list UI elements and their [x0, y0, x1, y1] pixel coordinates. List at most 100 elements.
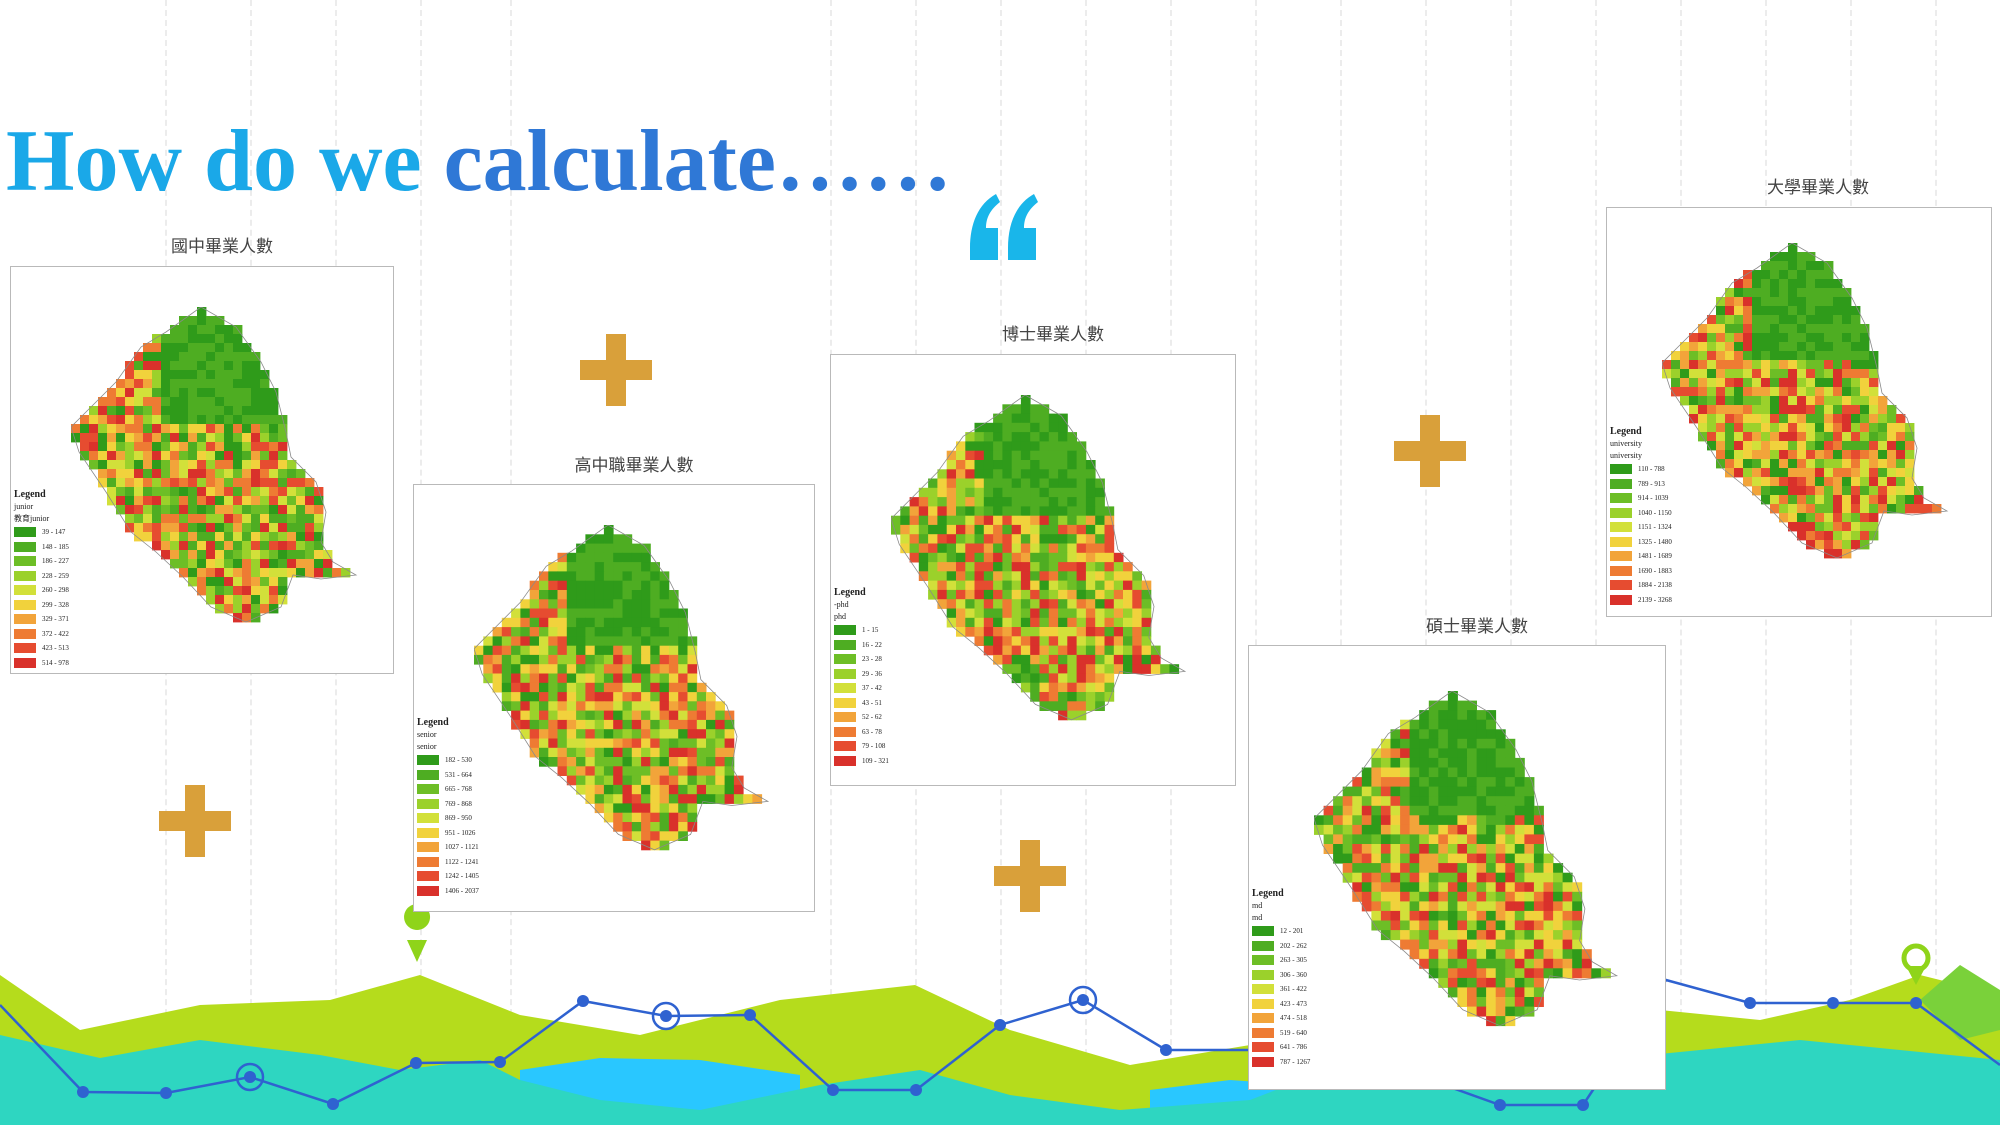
map-district [314, 514, 324, 524]
map-district [215, 415, 225, 425]
map-district [1030, 599, 1040, 609]
map-district [641, 692, 651, 702]
map-district [1533, 930, 1544, 941]
map-district [1400, 901, 1411, 912]
legend-swatch [1610, 594, 1632, 605]
map-district [224, 559, 234, 569]
map-district [1467, 767, 1477, 778]
map-district [1095, 515, 1105, 526]
map-title: 大學畢業人數 [1767, 178, 1869, 198]
map-district [1067, 617, 1077, 628]
legend-class-label: 39 - 147 [42, 528, 66, 537]
map-district [1030, 422, 1040, 433]
map-district [993, 460, 1003, 470]
map-district [1058, 506, 1068, 517]
map-district [107, 451, 117, 461]
map-district [1428, 824, 1439, 835]
map-district [1815, 396, 1825, 406]
legend-row: 186 - 227 [14, 554, 69, 569]
map-district [1132, 654, 1142, 665]
map-district [1788, 495, 1798, 505]
map-district [501, 636, 512, 647]
map-district [1333, 815, 1344, 826]
map-district [1752, 477, 1762, 487]
map-district [1400, 930, 1411, 941]
map-district [260, 478, 270, 488]
map-district [1553, 939, 1564, 950]
map-district [1572, 930, 1583, 941]
map-district [1761, 378, 1771, 388]
map-district [529, 627, 540, 637]
map-district [1734, 342, 1744, 352]
map-district [1011, 404, 1022, 414]
map-district [557, 692, 568, 702]
map-district [116, 496, 126, 506]
map-district [269, 559, 279, 569]
map-district [242, 496, 252, 506]
map-district [224, 325, 234, 335]
map-district [974, 552, 985, 563]
map-district [603, 729, 614, 739]
map-district [305, 496, 315, 506]
map-district [641, 571, 651, 582]
map-district [1428, 815, 1439, 826]
map-district [179, 469, 189, 479]
map-district [1400, 748, 1411, 759]
map-district [161, 496, 171, 506]
map-district [1743, 279, 1753, 289]
map-district [1095, 608, 1105, 619]
map-district [548, 664, 558, 674]
map-district [631, 682, 642, 693]
map-district [1011, 673, 1022, 684]
map-district [1486, 872, 1497, 883]
map-district [1779, 414, 1789, 424]
map-district [1770, 315, 1780, 325]
legend-row: 1040 - 1150 [1610, 506, 1672, 521]
map-district [1400, 796, 1411, 807]
map-district [900, 506, 910, 517]
map-district [687, 803, 698, 814]
map-district [1486, 930, 1497, 941]
map-district [1030, 469, 1040, 479]
map-district [1788, 342, 1798, 352]
map-district [116, 397, 126, 407]
map-district [1671, 387, 1681, 397]
map-district [1860, 378, 1870, 388]
map-district [993, 497, 1003, 507]
map-district [566, 747, 577, 758]
map-district [1058, 552, 1068, 563]
map-district [492, 645, 503, 656]
map-district [260, 523, 270, 533]
legend-swatch [14, 527, 36, 538]
map-district [143, 361, 153, 371]
map-district [1815, 378, 1825, 388]
map-district [1085, 673, 1096, 684]
map-district [1380, 805, 1391, 816]
map-district [1113, 654, 1124, 665]
legend-row: 514 - 978 [14, 656, 69, 671]
map-district [1716, 414, 1726, 424]
map-district [733, 794, 744, 804]
map-district [993, 571, 1003, 581]
map-district [1067, 524, 1077, 535]
legend-swatch [1252, 1013, 1274, 1024]
map-district [1371, 910, 1382, 921]
map-district [224, 370, 234, 380]
map-district [974, 562, 985, 572]
map-district [197, 352, 207, 362]
map-district [928, 543, 938, 554]
legend-row: 110 - 788 [1610, 462, 1672, 477]
map-district [1572, 901, 1583, 912]
map-district [1770, 423, 1780, 433]
map-district [1842, 432, 1852, 442]
map-district [152, 532, 162, 542]
map-district [529, 608, 540, 619]
map-district [641, 757, 651, 767]
map-district [1085, 701, 1096, 711]
map-district [1698, 414, 1708, 424]
map-district [107, 460, 117, 470]
map-district [1113, 571, 1124, 581]
map-district [1680, 378, 1690, 388]
legend-class-label: 202 - 262 [1280, 941, 1307, 950]
map-district [1030, 692, 1040, 702]
